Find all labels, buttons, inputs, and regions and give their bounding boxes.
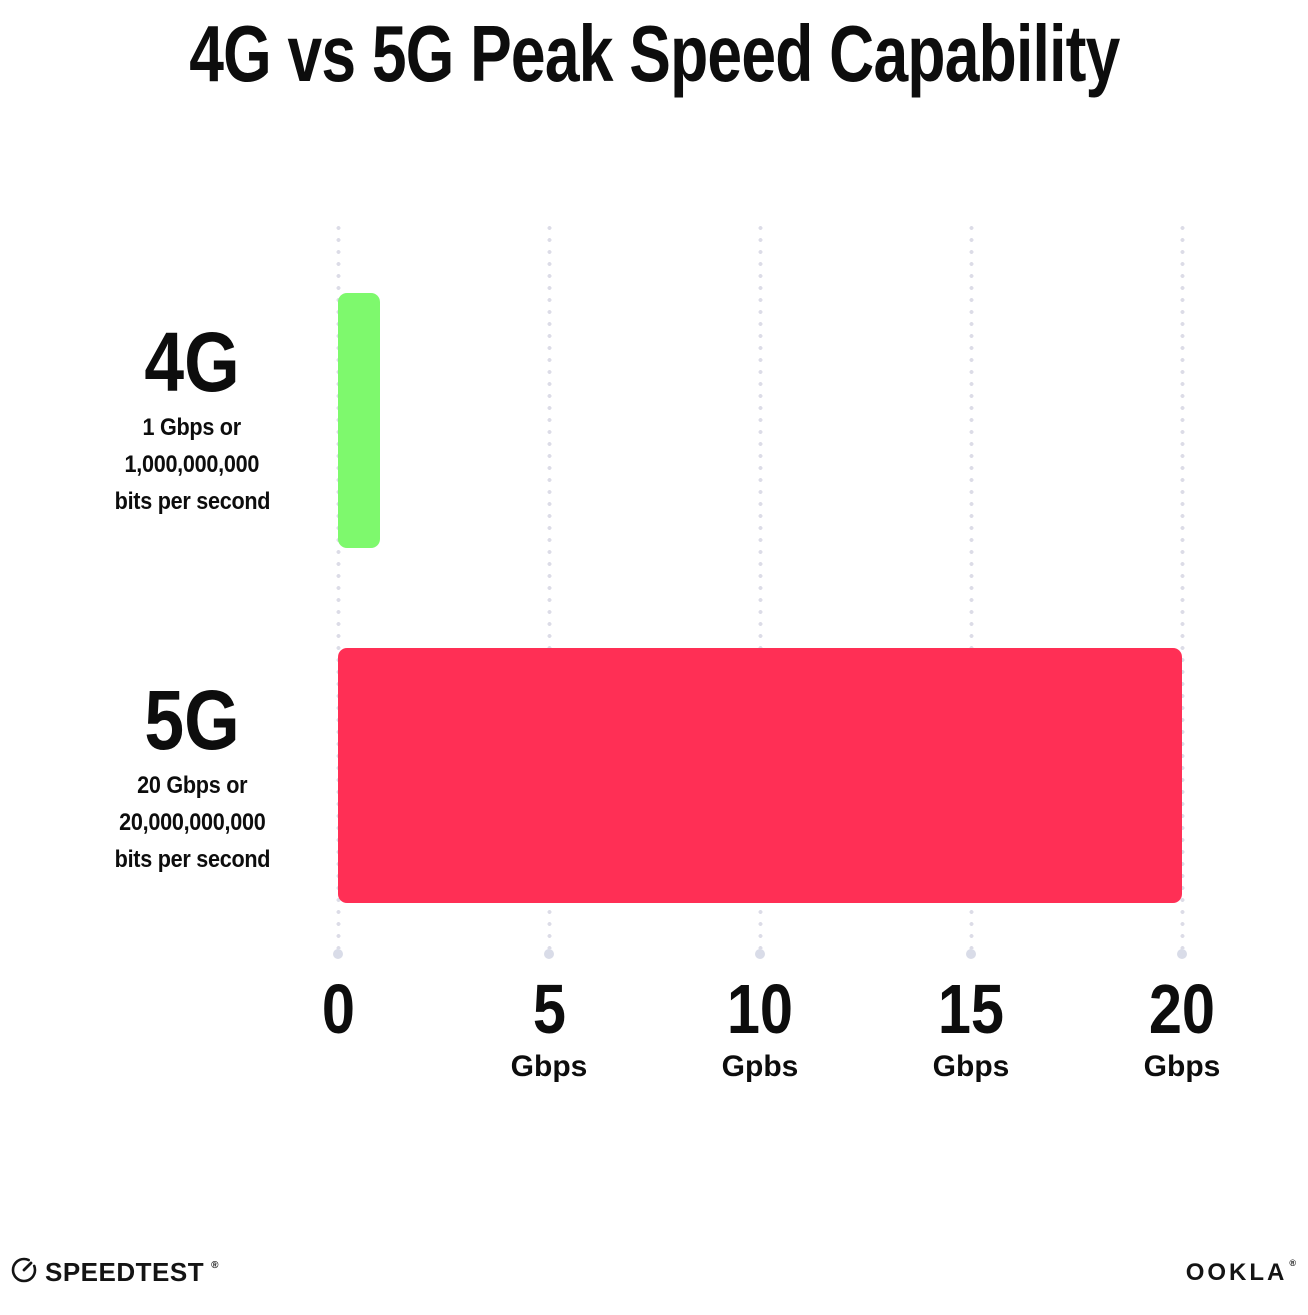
chart-title-text: 4G vs 5G Peak Speed Capability	[188, 9, 1120, 98]
row-label-5g-sublabel: 20 Gbps or 20,000,000,000 bits per secon…	[58, 768, 326, 879]
x-tick-0: 0	[228, 974, 448, 1052]
ookla-trademark: ®	[1289, 1258, 1296, 1268]
x-tick-10: 10 Gpbs	[650, 974, 870, 1082]
row-label-5g-subline-3: bits per second	[114, 845, 270, 873]
speedometer-icon	[10, 1256, 38, 1289]
x-tick-20: 20 Gbps	[1072, 974, 1292, 1082]
x-tick-15: 15 Gbps	[861, 974, 1081, 1082]
row-label-5g-subline-2: 20,000,000,000	[118, 808, 266, 836]
row-label-4g-name: 4G	[144, 315, 240, 409]
x-tick-0-number: 0	[321, 970, 355, 1048]
ookla-logo: OOKLA ®	[1186, 1258, 1296, 1285]
chart-title: 4G vs 5G Peak Speed Capability	[0, 12, 1308, 96]
row-label-4g: 4G 1 Gbps or 1,000,000,000 bits per seco…	[58, 320, 326, 521]
row-label-5g: 5G 20 Gbps or 20,000,000,000 bits per se…	[58, 678, 326, 879]
gridline-15	[968, 222, 974, 949]
ookla-wordmark: OOKLA	[1185, 1259, 1288, 1286]
gridline-end-dot-10	[755, 949, 765, 959]
gridline-10	[757, 222, 763, 949]
gridline-end-dot-0	[333, 949, 343, 959]
x-tick-10-number: 10	[726, 970, 794, 1048]
x-tick-5: 5 Gbps	[439, 974, 659, 1082]
row-label-5g-name: 5G	[144, 673, 240, 767]
gridline-end-dot-20	[1177, 949, 1187, 959]
row-label-4g-subline-1: 1 Gbps or	[142, 414, 242, 441]
gridline-20	[1179, 222, 1185, 949]
x-tick-15-unit: Gbps	[932, 1050, 1010, 1083]
row-label-4g-sublabel: 1 Gbps or 1,000,000,000 bits per second	[58, 410, 326, 521]
x-tick-15-number: 15	[937, 970, 1005, 1048]
gridline-end-dot-15	[966, 949, 976, 959]
gridline-0	[335, 222, 341, 949]
speedtest-wordmark: SPEEDTEST	[45, 1257, 205, 1287]
x-tick-20-number: 20	[1148, 970, 1216, 1048]
x-tick-5-number: 5	[532, 970, 566, 1048]
gridline-5	[546, 222, 552, 949]
x-tick-10-unit: Gpbs	[721, 1050, 799, 1083]
row-label-4g-subline-2: 1,000,000,000	[124, 450, 260, 478]
gridline-end-dot-5	[544, 949, 554, 959]
speedtest-trademark: ®	[211, 1260, 219, 1271]
row-label-4g-subline-3: bits per second	[114, 487, 270, 515]
x-tick-20-unit: Gbps	[1143, 1050, 1221, 1083]
bar-4g	[338, 293, 381, 548]
x-tick-5-unit: Gbps	[510, 1050, 588, 1083]
bar-5g	[338, 648, 1182, 903]
speedtest-logo: SPEEDTEST ®	[10, 1256, 218, 1289]
row-label-5g-subline-1: 20 Gbps or	[136, 772, 248, 799]
